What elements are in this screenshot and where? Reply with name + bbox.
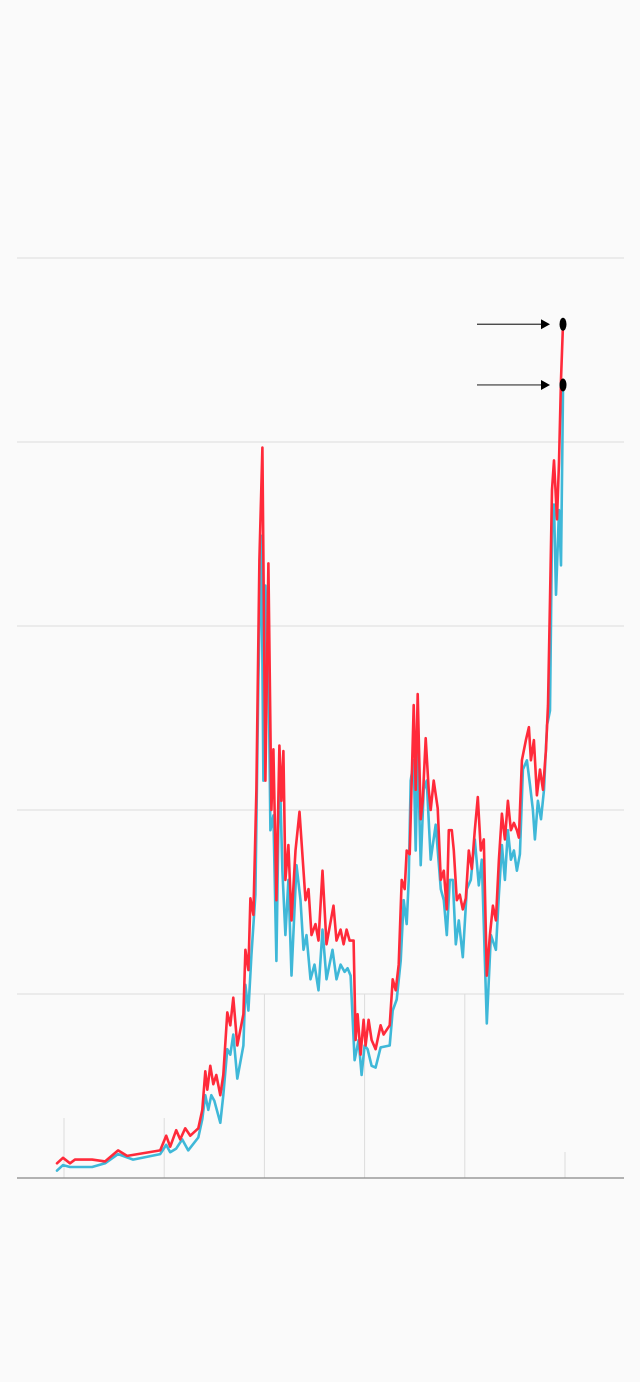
series-line-red <box>55 322 565 1165</box>
arrow-head-icon <box>540 319 550 330</box>
x-ticks <box>63 994 566 1178</box>
endpoint-marker-blue <box>559 378 567 392</box>
annotations <box>477 317 567 392</box>
endpoint-marker-red <box>559 317 567 331</box>
series-lines <box>55 322 565 1172</box>
series-line-blue <box>55 389 565 1172</box>
gridlines <box>17 257 624 995</box>
arrow-head-icon <box>540 379 550 390</box>
